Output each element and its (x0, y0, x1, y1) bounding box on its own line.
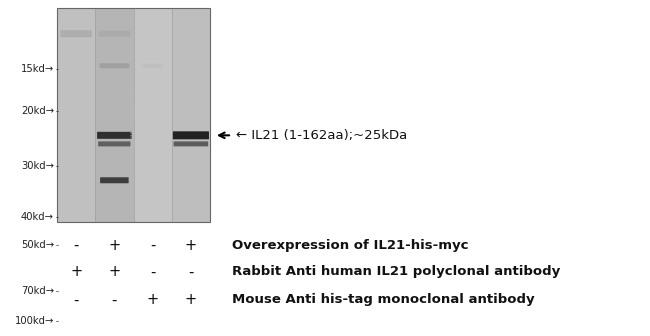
Text: +: + (185, 293, 197, 307)
Text: +: + (146, 293, 159, 307)
FancyBboxPatch shape (100, 177, 129, 183)
Text: Overexpression of IL21-his-myc: Overexpression of IL21-his-myc (232, 239, 469, 252)
Bar (57, 8, 210, 222)
Bar (57, 8, 96, 222)
Text: 50kd→: 50kd→ (21, 240, 54, 250)
Text: 40kd→: 40kd→ (21, 212, 54, 222)
Text: -: - (112, 293, 117, 307)
Text: Rabbit Anti human IL21 polyclonal antibody: Rabbit Anti human IL21 polyclonal antibo… (232, 265, 560, 279)
Text: 30kd→: 30kd→ (21, 161, 54, 171)
Text: -: - (150, 264, 155, 280)
FancyBboxPatch shape (98, 141, 131, 146)
Text: +: + (185, 238, 197, 252)
FancyBboxPatch shape (174, 141, 208, 146)
Text: -: - (73, 238, 79, 252)
Bar (133, 8, 172, 222)
FancyBboxPatch shape (97, 132, 132, 139)
Text: ← IL21 (1-162aa);~25kDa: ← IL21 (1-162aa);~25kDa (236, 129, 408, 142)
FancyBboxPatch shape (99, 31, 130, 37)
Text: -: - (188, 264, 194, 280)
Text: -: - (150, 238, 155, 252)
Text: 100kd→: 100kd→ (14, 316, 54, 326)
FancyBboxPatch shape (173, 131, 209, 139)
Text: -: - (73, 293, 79, 307)
Text: +: + (109, 238, 120, 252)
Text: 20kd→: 20kd→ (21, 106, 54, 116)
Bar (172, 8, 210, 222)
Text: +: + (109, 264, 120, 280)
Text: +: + (70, 264, 82, 280)
Text: 15kd→: 15kd→ (21, 64, 54, 74)
FancyBboxPatch shape (99, 63, 129, 68)
FancyBboxPatch shape (60, 30, 92, 37)
Text: 70kd→: 70kd→ (21, 286, 54, 296)
Text: WWW.PTLABC.COM: WWW.PTLABC.COM (131, 82, 136, 149)
FancyBboxPatch shape (142, 64, 162, 68)
Bar (96, 8, 133, 222)
Text: Mouse Anti his-tag monoclonal antibody: Mouse Anti his-tag monoclonal antibody (232, 294, 534, 306)
